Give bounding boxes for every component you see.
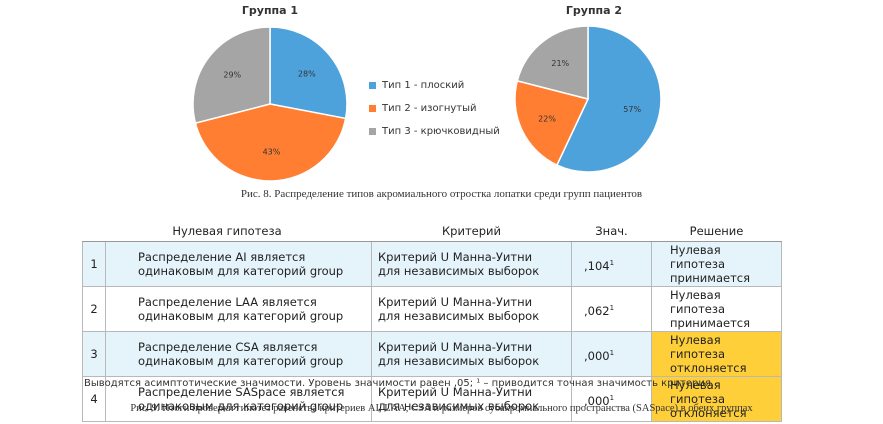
significance-footnote: 1 (609, 393, 615, 402)
hypothesis-line-1: Распределение SASpace является (138, 385, 345, 399)
decision-line-1: Нулевая гипотеза (670, 288, 726, 316)
decision-line-2: отклоняется (670, 406, 747, 420)
pie-slice-label: 57% (623, 105, 641, 114)
pie-slice (269, 26, 348, 120)
decision-line-1: Нулевая гипотеза (670, 378, 726, 406)
significance-cell: ,1041 (571, 241, 652, 287)
significance-footnote: 1 (609, 303, 615, 312)
significance-cell: ,0001 (571, 376, 652, 422)
criterion-line-2: для независимых выборок (378, 309, 540, 323)
decision-line-1: Нулевая гипотеза (670, 243, 726, 271)
table-row: 1 Распределение AI является одинаковым для… (82, 241, 782, 287)
criterion-cell: Критерий U Манна-Уитни для независимых вы… (371, 286, 572, 332)
chart1-title: Группа 1 (241, 4, 299, 17)
figure8-caption: Рис. 8. Распределение типов акромиальног… (240, 188, 643, 200)
pie-slice-label: 29% (223, 71, 241, 80)
significance-footnote: 1 (609, 258, 615, 267)
null-hypothesis-cell: Распределение LAA является одинаковым для… (105, 286, 372, 332)
significance-value: ,000 (584, 393, 610, 408)
criterion-cell: Критерий U Манна-Уитни для независимых вы… (371, 241, 572, 287)
decision-line-2: отклоняется (670, 361, 747, 375)
significance-value: ,062 (584, 303, 610, 318)
hypothesis-line-1: Распределение LAA является (138, 295, 317, 309)
table-header-row: Нулевая гипотеза Критерий Знач. Решение (82, 221, 782, 242)
criterion-line-2: для независимых выборок (378, 399, 540, 413)
legend-label: Тип 2 - изогнутый (382, 103, 477, 114)
table-row: 2 Распределение LAA является одинаковым дл… (82, 286, 782, 332)
figure9-caption: Рис. 9. Итоги проверки гипотез равенства… (130, 403, 753, 414)
criterion-line-1: Критерий U Манна-Уитни (378, 385, 533, 399)
decision-cell: Нулевая гипотеза принимается (651, 286, 782, 332)
hypothesis-line-2: одинаковым для категорий group (138, 309, 344, 323)
chart-legend: Тип 1 - плоский Тип 2 - изогнутый Тип 3 … (369, 74, 500, 143)
chart2-title: Группа 2 (565, 4, 623, 17)
null-hypothesis-cell: Распределение SASpace является одинаковым… (105, 376, 372, 422)
significance-value: ,104 (584, 258, 610, 273)
row-number: 3 (82, 331, 106, 377)
criterion-cell: Критерий U Манна-Уитни для независимых вы… (371, 331, 572, 377)
table-note: Выводятся асимптотические значимости. Ур… (84, 378, 715, 389)
header-hypothesis: Нулевая гипотеза (82, 221, 372, 242)
pie-slice-label: 28% (298, 70, 316, 79)
pie-slice-label: 22% (538, 114, 556, 123)
criterion-line-1: Критерий U Манна-Уитни (378, 250, 533, 264)
decision-line-1: Нулевая гипотеза (670, 333, 726, 361)
decision-line-2: принимается (670, 316, 751, 330)
significance-footnote: 1 (609, 348, 615, 357)
pie-slice (192, 26, 271, 125)
criterion-line-1: Критерий U Манна-Уитни (378, 340, 533, 354)
legend-swatch (369, 128, 376, 135)
criterion-cell: Критерий U Манна-Уитни для независимых вы… (371, 376, 572, 422)
hypothesis-table: Нулевая гипотеза Критерий Знач. Решение … (82, 221, 782, 422)
significance-cell: ,0621 (571, 286, 652, 332)
legend-item-type3: Тип 3 - крючковидный (369, 120, 500, 143)
decision-cell: Нулевая гипотеза принимается (651, 241, 782, 287)
hypothesis-line-1: Распределение CSA является (138, 340, 318, 354)
legend-swatch (369, 105, 376, 112)
pie-slice-label: 21% (551, 59, 569, 68)
legend-label: Тип 1 - плоский (382, 80, 465, 91)
pie-chart-group-1: 28% 43% 29% (192, 26, 348, 182)
pie-chart-group-2: 57% 22% 21% (514, 25, 662, 173)
pie-slice (194, 103, 347, 182)
hypothesis-line-2: одинаковым для категорий group (138, 354, 344, 368)
pie-slice (514, 79, 590, 167)
pie-slice-label: 43% (263, 148, 281, 157)
criterion-line-1: Критерий U Манна-Уитни (378, 295, 533, 309)
legend-item-type2: Тип 2 - изогнутый (369, 97, 500, 120)
header-criterion: Критерий (371, 221, 572, 242)
hypothesis-line-1: Распределение AI является (138, 250, 306, 264)
pie-slice (555, 25, 662, 173)
criterion-line-2: для независимых выборок (378, 354, 540, 368)
table-row: 3 Распределение CSA является одинаковым дл… (82, 331, 782, 377)
row-number: 1 (82, 241, 106, 287)
criterion-line-2: для независимых выборок (378, 264, 540, 278)
decision-cell: Нулевая гипотеза отклоняется (651, 376, 782, 422)
table-row: 4 Распределение SASpace является одинаковы… (82, 376, 782, 422)
decision-cell: Нулевая гипотеза отклоняется (651, 331, 782, 377)
header-decision: Решение (651, 221, 782, 242)
null-hypothesis-cell: Распределение CSA является одинаковым для… (105, 331, 372, 377)
hypothesis-line-2: одинаковым для категорий group (138, 399, 344, 413)
decision-line-2: принимается (670, 271, 751, 285)
header-significance: Знач. (571, 221, 652, 242)
legend-label: Тип 3 - крючковидный (382, 126, 500, 137)
pie-slice (516, 25, 589, 100)
row-number: 2 (82, 286, 106, 332)
significance-value: ,000 (584, 348, 610, 363)
null-hypothesis-cell: Распределение AI является одинаковым для … (105, 241, 372, 287)
hypothesis-line-2: одинаковым для категорий group (138, 264, 344, 278)
legend-swatch (369, 82, 376, 89)
significance-cell: ,0001 (571, 331, 652, 377)
legend-item-type1: Тип 1 - плоский (369, 74, 500, 97)
